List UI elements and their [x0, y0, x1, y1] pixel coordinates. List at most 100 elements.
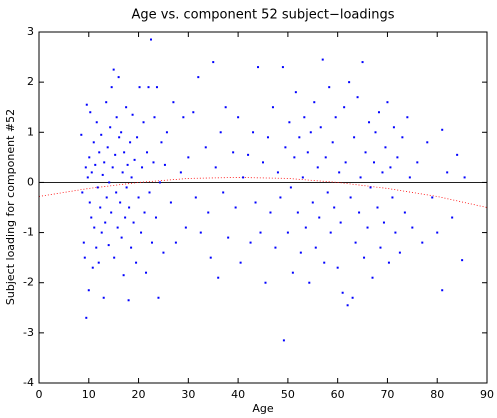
point [239, 261, 242, 264]
point [112, 68, 115, 71]
point [120, 131, 123, 134]
point [249, 241, 252, 244]
y-axis-label: Subject loading for component #52 [4, 109, 17, 305]
point [136, 136, 139, 139]
point [426, 141, 429, 144]
point [247, 153, 250, 156]
point [126, 163, 129, 166]
point [301, 176, 304, 179]
point [100, 133, 103, 136]
point [194, 196, 197, 199]
point [224, 106, 227, 109]
x-tick-label: 40 [231, 388, 245, 401]
y-tick-label: 2 [27, 75, 34, 88]
point [356, 96, 359, 99]
point [115, 116, 118, 119]
point [311, 201, 314, 204]
point [343, 106, 346, 109]
point [391, 196, 394, 199]
point [441, 128, 444, 131]
point [97, 261, 100, 264]
point [130, 176, 133, 179]
point [363, 256, 366, 259]
point [303, 116, 306, 119]
point [436, 231, 439, 234]
x-tick-label: 0 [36, 388, 43, 401]
point [304, 226, 307, 229]
point [86, 176, 89, 179]
point [329, 231, 332, 234]
point [336, 266, 339, 269]
point [411, 226, 414, 229]
point [276, 171, 279, 174]
point [165, 131, 168, 134]
point [125, 106, 128, 109]
point [163, 163, 166, 166]
point [379, 246, 382, 249]
point [289, 186, 292, 189]
y-tick-label: -2 [23, 276, 34, 289]
point [344, 161, 347, 164]
point [102, 296, 105, 299]
point [81, 191, 84, 194]
x-tick-label: 50 [281, 388, 295, 401]
point [84, 166, 87, 169]
point [294, 91, 297, 94]
point [182, 116, 185, 119]
point [105, 196, 108, 199]
chart-title: Age vs. component 52 subject−loadings [131, 8, 394, 23]
point [179, 171, 182, 174]
point [217, 276, 220, 279]
point [328, 86, 331, 89]
point [132, 221, 135, 224]
point [103, 161, 106, 164]
point [334, 116, 337, 119]
point [99, 206, 102, 209]
point [234, 206, 237, 209]
point [135, 261, 138, 264]
point [316, 166, 319, 169]
point [90, 216, 93, 219]
point [368, 121, 371, 124]
point [364, 151, 367, 154]
point [296, 211, 299, 214]
point [389, 166, 392, 169]
point [162, 251, 165, 254]
point [284, 146, 287, 149]
point [214, 166, 217, 169]
point [431, 196, 434, 199]
point [266, 136, 269, 139]
point [222, 191, 225, 194]
point [90, 171, 93, 174]
point [120, 236, 123, 239]
point [299, 251, 302, 254]
point [306, 151, 309, 154]
point [115, 191, 118, 194]
point [318, 216, 321, 219]
point [197, 76, 200, 79]
point [376, 206, 379, 209]
point [348, 81, 351, 84]
point [130, 246, 133, 249]
point [338, 171, 341, 174]
point [282, 339, 285, 342]
point [153, 116, 156, 119]
point [242, 176, 245, 179]
point [209, 256, 212, 259]
point [108, 181, 111, 184]
y-tick-label: -3 [23, 326, 34, 339]
point [137, 196, 140, 199]
point [95, 121, 98, 124]
point [319, 126, 322, 129]
point [212, 61, 215, 64]
point [114, 153, 117, 156]
point [133, 158, 136, 161]
point [298, 136, 301, 139]
point [259, 231, 262, 234]
point [89, 111, 92, 114]
point [281, 66, 284, 69]
point [100, 231, 103, 234]
point [341, 291, 344, 294]
